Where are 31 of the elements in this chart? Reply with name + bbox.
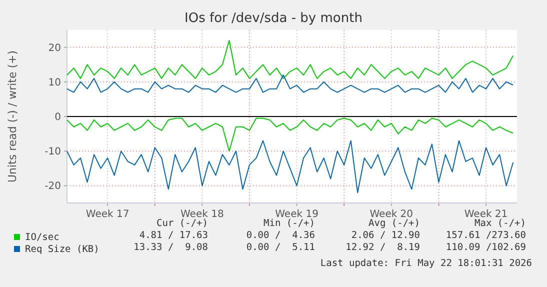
line-series	[66, 118, 514, 152]
text: 157.61 /273.60	[446, 230, 526, 241]
text: 0.00 / 4.36	[246, 230, 316, 241]
line-series	[66, 74, 514, 93]
text: 110.09 /102.69	[446, 242, 526, 253]
x-tick-label: Week 20	[370, 209, 414, 220]
x-tick-label: Week 21	[464, 209, 508, 220]
x-tick-label: Week 18	[180, 209, 224, 220]
y-tick-label: 20	[48, 42, 61, 54]
text: 13.33 / 9.08	[134, 242, 208, 253]
y-axis-title: Units read (-) / write (+)	[6, 50, 19, 183]
text: Max (-/+)	[474, 218, 526, 229]
x-tick-label: Week 17	[86, 209, 130, 220]
x-tick-label: Week 19	[275, 209, 318, 220]
text: 0.00 / 5.11	[246, 242, 316, 253]
text: Avg (-/+)	[368, 218, 420, 229]
line-series	[66, 140, 514, 194]
y-tick-label: -10	[44, 146, 61, 158]
text: Cur (-/+)	[156, 218, 208, 229]
y-tick-label: 0	[54, 112, 61, 123]
text: 2.06 / 12.90	[351, 230, 420, 241]
text: Last update: Fri May 22 18:01:31 2026	[320, 258, 532, 269]
text: 4.81 / 17.63	[139, 230, 208, 241]
legend-label: IO/sec	[25, 232, 60, 243]
line-series	[66, 40, 514, 79]
chart-title: IOs for /dev/sda - by month	[184, 11, 362, 26]
text: 12.92 / 8.19	[346, 242, 420, 253]
text: Min (-/+)	[264, 218, 315, 229]
y-tick-label: -20	[44, 181, 61, 192]
y-tick-label: 10	[48, 77, 61, 88]
legend-label: Req Size (KB)	[25, 244, 100, 255]
